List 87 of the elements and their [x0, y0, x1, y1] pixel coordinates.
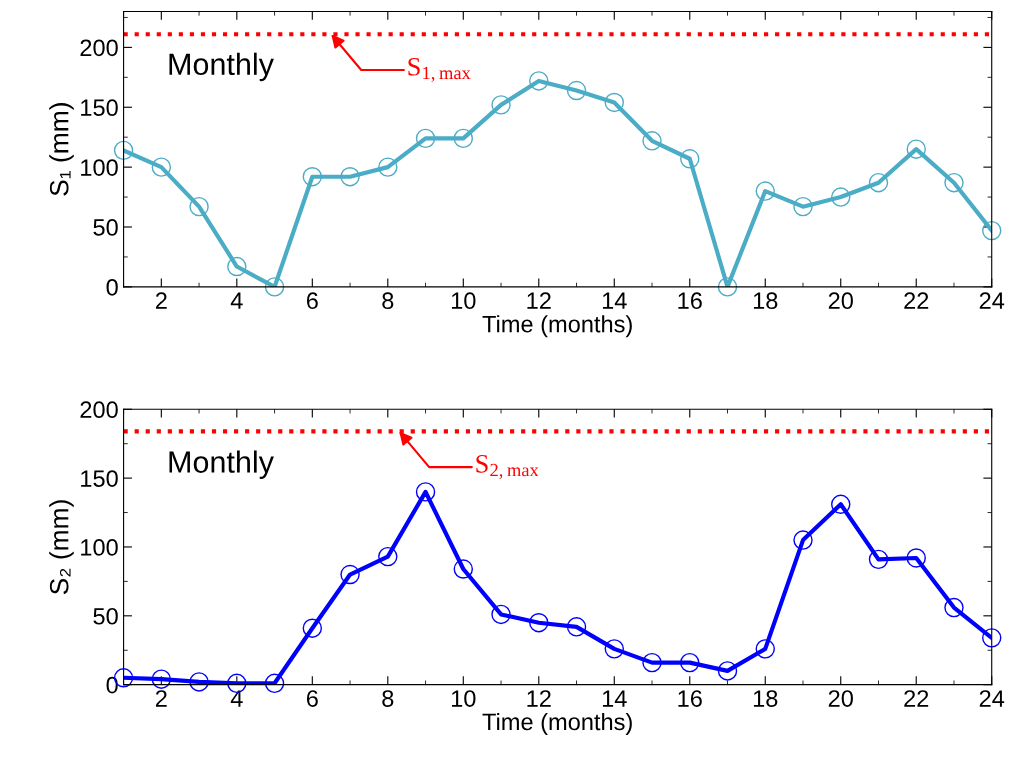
y-tick-label: 50 [93, 219, 118, 236]
point [642, 131, 662, 151]
point [717, 661, 738, 681]
x-tick-label: 22 [904, 690, 929, 707]
point [302, 618, 323, 638]
point [604, 92, 624, 113]
point [642, 652, 662, 673]
point [151, 157, 172, 177]
y-tick-label: 100 [81, 539, 118, 556]
point [189, 196, 209, 217]
x-tick-label: 18 [753, 292, 778, 310]
point [944, 172, 964, 193]
y-tick-label: 200 [80, 39, 118, 57]
annotation: S$_{2,max}$ [476, 454, 539, 479]
y-tick-label: 0 [106, 278, 118, 296]
x-tick-label: 18 [753, 690, 778, 707]
point [378, 157, 398, 177]
point [944, 597, 964, 618]
x-tick-label: 2 [155, 292, 167, 309]
x-tick-label: 10 [451, 690, 476, 707]
point [340, 564, 360, 585]
point [566, 80, 587, 101]
point [302, 166, 323, 187]
point [264, 277, 285, 297]
point [491, 604, 511, 625]
point [906, 139, 926, 159]
x-tick-label: 20 [828, 292, 853, 310]
x-axis-title: Time (months) [482, 315, 632, 338]
x-tick-label: 22 [904, 292, 929, 309]
x-tick-label: 24 [979, 690, 1005, 707]
x-tick-label: 4 [230, 292, 243, 309]
x-tick-label: 20 [828, 690, 853, 707]
point [982, 220, 1002, 241]
point [831, 494, 851, 515]
point [604, 639, 624, 659]
point [340, 166, 360, 187]
point [717, 277, 738, 297]
x-tick-label: 10 [451, 292, 476, 310]
point [529, 71, 549, 91]
point [113, 140, 134, 161]
point [227, 256, 247, 277]
x-axis-title: Time (months) [482, 712, 632, 735]
y-tick-label: 100 [81, 159, 118, 176]
y-tick-label: 50 [93, 607, 118, 625]
point [831, 187, 851, 207]
x-tick-label: 8 [382, 292, 394, 310]
x-tick-label: 8 [382, 690, 394, 707]
y-tick-label: 200 [80, 401, 118, 419]
point [755, 639, 775, 659]
point [982, 628, 1002, 648]
x-tick-label: 14 [602, 690, 627, 707]
point [189, 672, 209, 692]
point [264, 673, 285, 694]
y-tick-label: 150 [81, 99, 118, 117]
x-tick-label: 2 [155, 690, 167, 707]
point [680, 149, 700, 169]
point [868, 549, 889, 570]
x-tick-label: 24 [979, 292, 1005, 309]
x-tick-label: 4 [230, 690, 243, 707]
point [793, 530, 813, 550]
point [868, 172, 889, 193]
point [378, 546, 398, 567]
point [415, 482, 436, 502]
point [415, 128, 436, 149]
point [453, 128, 474, 149]
x-tick-label: 16 [678, 690, 702, 707]
point [151, 669, 172, 689]
x-tick-label: 14 [602, 292, 627, 309]
point [566, 617, 587, 637]
annotation: Monthly [169, 52, 274, 82]
x-tick-label: 16 [678, 292, 702, 310]
y-axis-title: S₁ (mm) [49, 103, 74, 196]
point [491, 95, 511, 115]
y-tick-label: 150 [81, 470, 118, 487]
point [793, 196, 813, 217]
point [906, 548, 926, 568]
x-tick-label: 12 [527, 690, 551, 707]
point [755, 181, 775, 201]
y-axis-title: S₂ (mm) [49, 500, 74, 595]
x-tick-label: 12 [527, 292, 551, 309]
point [453, 559, 474, 579]
annotation: S$_{1,max}$ [408, 57, 471, 82]
point [680, 652, 700, 673]
annotation: Monthly [169, 450, 274, 479]
x-tick-label: 6 [306, 690, 318, 707]
point [529, 612, 549, 633]
x-tick-label: 6 [306, 292, 318, 310]
